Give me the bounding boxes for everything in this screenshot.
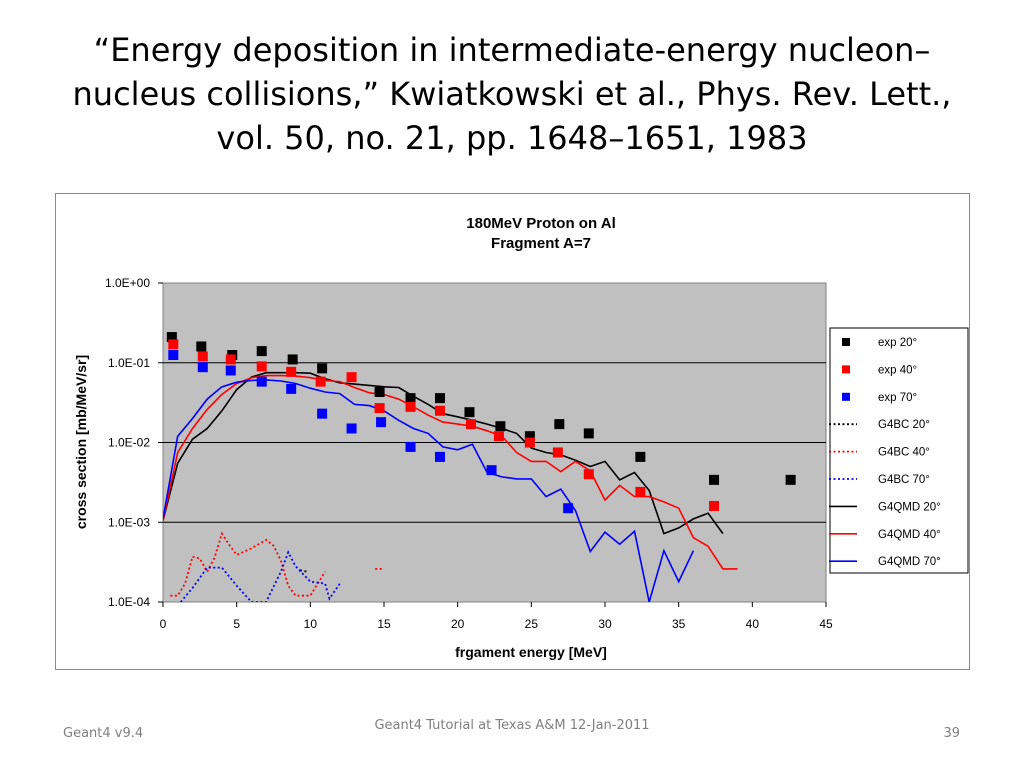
x-tick-label: 30 <box>598 617 612 631</box>
point-exp-20 <box>495 421 506 432</box>
point-exp-20 <box>785 474 796 485</box>
x-tick-label: 35 <box>672 617 686 631</box>
point-exp-20 <box>317 363 328 374</box>
point-exp-40 <box>552 447 563 458</box>
legend-symbol <box>842 338 850 346</box>
point-exp-20 <box>374 386 385 397</box>
y-tick-label: 1.0E-04 <box>108 595 150 609</box>
legend-label: G4BC 40° <box>878 447 930 459</box>
x-tick-label: 10 <box>304 617 318 631</box>
y-tick-label: 1.0E-01 <box>108 356 150 370</box>
chart-title: 180MeV Proton on Al <box>466 215 615 232</box>
x-tick-label: 40 <box>746 617 760 631</box>
footer-event: Geant4 Tutorial at Texas A&M 12-Jan-2011 <box>374 718 650 733</box>
point-exp-20 <box>524 431 535 442</box>
point-exp-40 <box>434 405 445 416</box>
series-g4bc-20 <box>299 569 308 573</box>
point-exp-40 <box>346 372 357 383</box>
point-exp-20 <box>554 419 565 430</box>
point-exp-20 <box>287 354 298 365</box>
point-exp-40 <box>315 376 326 387</box>
legend-label: G4BC 70° <box>878 474 930 486</box>
point-exp-70 <box>486 465 497 476</box>
legend-symbol <box>842 365 850 374</box>
legend-label: exp 40° <box>878 364 917 376</box>
point-exp-40 <box>493 431 504 442</box>
x-tick-label: 25 <box>525 617 539 631</box>
point-exp-20 <box>434 393 445 404</box>
point-exp-70 <box>405 441 416 452</box>
x-tick-label: 15 <box>377 617 391 631</box>
point-exp-70 <box>563 503 574 514</box>
legend-label: G4BC 20° <box>878 419 930 431</box>
chart-frame: 180MeV Proton on Al Fragment A=7 frgamen… <box>55 193 970 670</box>
y-tick-label: 1.0E-02 <box>108 436 150 450</box>
legend-label: G4QMD 70° <box>878 556 941 568</box>
point-exp-20 <box>709 474 720 485</box>
point-exp-70 <box>317 408 328 419</box>
footer-version: Geant4 v9.4 <box>63 726 144 741</box>
legend-label: exp 20° <box>878 337 917 349</box>
point-exp-20 <box>166 332 177 343</box>
point-exp-40 <box>709 500 720 511</box>
x-tick-label: 45 <box>819 617 833 631</box>
point-exp-20 <box>196 341 207 352</box>
point-exp-40 <box>286 366 297 377</box>
point-exp-40 <box>197 351 208 362</box>
point-exp-40 <box>405 401 416 412</box>
chart-subtitle: Fragment A=7 <box>491 235 591 252</box>
point-exp-20 <box>405 393 416 404</box>
point-exp-20 <box>583 428 594 439</box>
point-exp-70 <box>168 350 179 361</box>
point-exp-70 <box>225 365 236 376</box>
legend-symbol <box>842 392 850 401</box>
point-exp-40 <box>256 361 267 372</box>
x-tick-label: 20 <box>451 617 465 631</box>
point-exp-70 <box>256 376 267 387</box>
point-exp-70 <box>376 417 387 428</box>
point-exp-40 <box>168 339 179 350</box>
legend-label: exp 70° <box>878 392 917 404</box>
point-exp-40 <box>524 437 535 448</box>
y-tick-label: 1.0E-03 <box>108 515 150 529</box>
x-axis-label: frgament energy [MeV] <box>455 644 607 660</box>
point-exp-70 <box>197 362 208 373</box>
legend-box <box>829 327 969 574</box>
footer-page-number: 39 <box>943 726 960 741</box>
point-exp-40 <box>465 419 476 430</box>
point-exp-40 <box>374 403 385 414</box>
point-exp-20 <box>464 407 475 418</box>
chart: 180MeV Proton on Al Fragment A=7 frgamen… <box>73 215 969 660</box>
slide-title: “Energy deposition in intermediate-energ… <box>72 31 952 157</box>
series-g4qmd-70 <box>163 379 695 602</box>
series-g4bc-70 <box>180 550 341 602</box>
point-exp-40 <box>635 486 646 497</box>
point-exp-20 <box>635 451 646 462</box>
legend-label: G4QMD 20° <box>878 501 941 513</box>
x-tick-label: 5 <box>233 617 240 631</box>
point-exp-70 <box>286 383 297 394</box>
legend-label: G4QMD 40° <box>878 529 941 541</box>
point-exp-70 <box>434 451 445 462</box>
point-exp-40 <box>583 469 594 480</box>
y-tick-label: 1.0E+00 <box>105 276 150 290</box>
x-tick-label: 0 <box>160 617 167 631</box>
series-group <box>163 332 796 602</box>
y-axis-label: cross section [mb/MeV/sr] <box>73 355 89 529</box>
point-exp-20 <box>256 346 267 357</box>
point-exp-70 <box>346 423 357 434</box>
point-exp-40 <box>225 354 236 365</box>
